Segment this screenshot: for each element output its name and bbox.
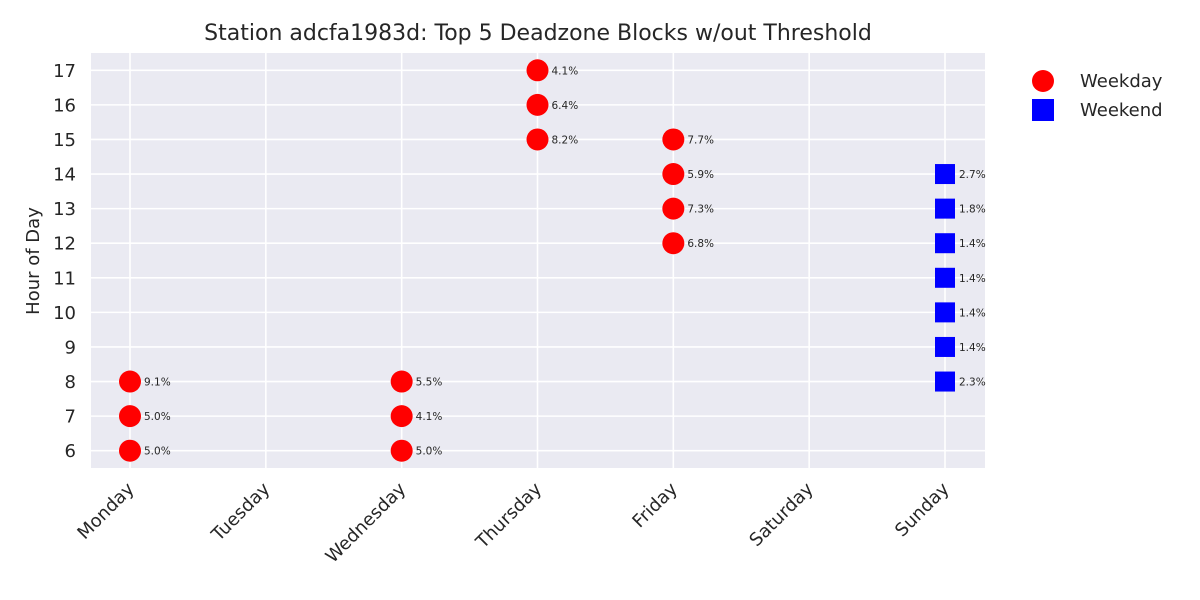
x-tick-label: Tuesday <box>207 478 275 546</box>
data-point-weekday <box>662 197 685 220</box>
data-label: 5.0% <box>144 446 171 458</box>
data-label: 1.4% <box>959 342 986 354</box>
y-tick-label: 11 <box>53 268 76 289</box>
data-label: 9.1% <box>144 377 171 389</box>
data-points: 9.1% 5.0% 5.0% 5.5% 4.1% 5.0% 4.1% 6.4% 8.2% 7.7%… <box>119 59 986 462</box>
data-label: 1.8% <box>959 204 986 216</box>
y-tick-label: 12 <box>53 234 76 255</box>
data-point-weekend <box>935 164 955 185</box>
data-label: 1.4% <box>959 307 986 319</box>
data-label: 6.8% <box>687 238 714 250</box>
data-label: 7.3% <box>687 204 714 216</box>
y-tick-label: 10 <box>53 303 76 324</box>
data-point-weekday <box>526 59 549 82</box>
y-tick-label: 7 <box>65 407 76 428</box>
legend-weekday-label: Weekday <box>1080 71 1163 92</box>
data-label: 4.1% <box>416 411 443 423</box>
data-label: 1.4% <box>959 273 986 285</box>
data-point-weekend <box>935 371 955 392</box>
data-point-weekday <box>390 439 413 462</box>
y-tick-label: 13 <box>53 199 76 220</box>
data-point-weekend <box>935 267 955 288</box>
data-label: 4.1% <box>552 65 579 77</box>
data-point-weekend <box>935 233 955 254</box>
y-tick-label: 8 <box>65 372 76 393</box>
data-point-weekday <box>526 128 549 151</box>
data-label: 8.2% <box>552 134 579 146</box>
x-tick-labels: Monday Tuesday Wednesday Thursday Friday Satu… <box>73 478 953 567</box>
x-tick-label: Monday <box>73 478 138 543</box>
y-tick-labels: 6 7 8 9 10 11 12 13 14 15 16 17 <box>53 61 76 462</box>
data-point-weekday <box>662 232 685 255</box>
x-tick-label: Thursday <box>471 478 546 553</box>
y-tick-label: 14 <box>53 165 76 186</box>
data-label: 5.5% <box>416 377 443 389</box>
y-tick-label: 17 <box>53 61 76 82</box>
y-tick-label: 6 <box>65 441 76 462</box>
legend-weekend-label: Weekend <box>1080 100 1163 121</box>
data-point-weekday <box>662 163 685 186</box>
data-point-weekday <box>662 128 685 151</box>
data-point-weekday <box>390 405 413 428</box>
data-label: 6.4% <box>552 100 579 112</box>
x-tick-label: Saturday <box>745 478 817 550</box>
data-point-weekday <box>119 439 141 462</box>
legend-weekday-marker <box>1032 70 1054 92</box>
x-tick-label: Wednesday <box>322 478 411 567</box>
data-label: 5.0% <box>144 411 171 423</box>
legend: Weekday Weekend <box>1032 70 1163 121</box>
data-point-weekend <box>935 336 955 357</box>
data-label: 7.7% <box>687 134 714 146</box>
data-point-weekday <box>390 370 413 393</box>
data-label: 2.7% <box>959 169 986 181</box>
data-label: 2.3% <box>959 377 986 389</box>
y-axis-label: Hour of Day <box>23 207 44 315</box>
x-tick-label: Friday <box>628 478 682 532</box>
data-point-weekday <box>119 370 141 393</box>
x-tick-label: Sunday <box>891 478 954 541</box>
data-label: 5.9% <box>687 169 714 181</box>
data-point-weekend <box>935 198 955 219</box>
data-point-weekend <box>935 302 955 323</box>
data-point-weekday <box>119 405 141 428</box>
data-point-weekday <box>526 93 549 116</box>
data-label: 5.0% <box>416 446 443 458</box>
legend-weekend-marker <box>1032 99 1054 121</box>
y-tick-label: 16 <box>53 95 76 116</box>
data-label: 1.4% <box>959 238 986 250</box>
y-tick-label: 15 <box>53 130 76 151</box>
y-tick-label: 9 <box>65 337 76 358</box>
chart-title: Station adcfa1983d: Top 5 Deadzone Block… <box>204 21 872 46</box>
